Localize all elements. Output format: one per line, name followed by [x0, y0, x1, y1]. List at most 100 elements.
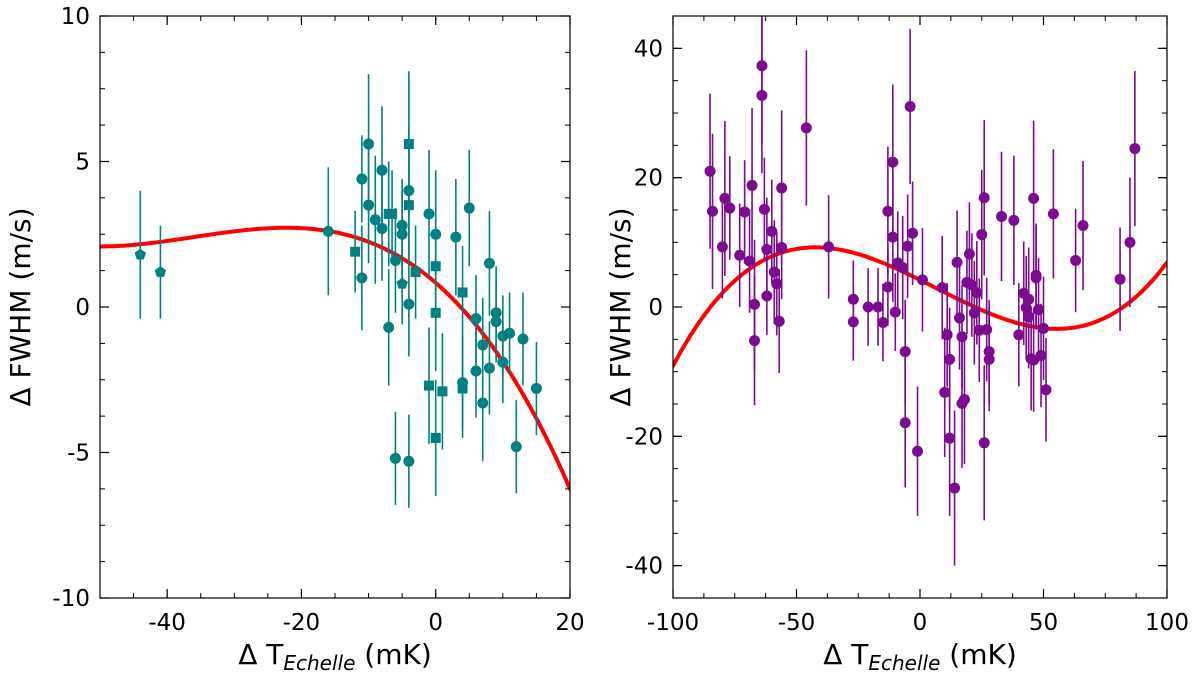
- left-data-point: [470, 313, 482, 325]
- left-data-point: [497, 356, 509, 368]
- left-data-point: [450, 231, 462, 243]
- left-y-tick-label: -10: [52, 586, 90, 612]
- right-axes-layer: -100 -50 0 50 100 -40 -20 0 20 40: [625, 15, 1189, 636]
- right-data-point: [1114, 273, 1126, 285]
- right-data-point: [978, 437, 990, 449]
- left-data-point: [437, 386, 448, 397]
- left-data-point: [376, 164, 388, 176]
- right-data-point: [719, 192, 731, 204]
- left-x-axis-label-subscript: Echelle: [283, 651, 355, 675]
- left-plot: -40 -20 0 20 -10 -5 0 5 10 Δ FWHM (m/s) Δ TEchel…: [4, 4, 585, 675]
- left-data-point: [403, 185, 415, 197]
- right-data-point: [887, 231, 899, 243]
- right-y-tick-label: 0: [648, 295, 663, 321]
- right-data-point: [1035, 350, 1047, 361]
- left-data-point: [369, 214, 381, 226]
- right-data-point: [944, 432, 956, 444]
- right-data-point: [978, 192, 990, 204]
- left-plot-frame: [99, 15, 571, 599]
- left-axes-layer: -40 -20 0 20 -10 -5 0 5 10: [52, 4, 584, 636]
- left-data-point: [363, 138, 375, 150]
- right-data-point: [899, 417, 911, 429]
- right-data-point: [862, 301, 874, 313]
- left-data-point: [517, 333, 529, 345]
- right-data-point: [951, 256, 963, 268]
- right-data-point: [872, 301, 884, 313]
- right-data-point: [756, 90, 768, 102]
- left-data-point: [387, 208, 398, 219]
- left-data-point: [363, 199, 375, 211]
- right-data-point: [761, 290, 773, 302]
- left-data-point: [403, 298, 415, 310]
- left-data-point: [389, 254, 401, 266]
- left-y-axis-label: Δ FWHM (m/s): [4, 207, 37, 406]
- right-data-point: [771, 278, 783, 290]
- left-data-point: [350, 246, 361, 257]
- right-data-point: [902, 240, 914, 252]
- right-data-point: [939, 386, 951, 398]
- right-data-point: [1077, 220, 1089, 232]
- left-data-point: [530, 382, 542, 394]
- left-data-point: [423, 208, 435, 220]
- right-x-tick-label: 0: [913, 610, 928, 636]
- right-data-point: [1070, 254, 1082, 266]
- left-data-point: [410, 267, 421, 278]
- left-data-point: [477, 397, 489, 409]
- right-data-point: [916, 274, 928, 286]
- right-data-point: [971, 287, 983, 299]
- left-x-axis-label: Δ TEchelle (mK): [238, 638, 432, 675]
- right-data-point: [1023, 311, 1035, 323]
- right-data-point: [773, 315, 785, 327]
- right-y-axis-label: Δ FWHM (m/s): [604, 207, 637, 406]
- right-data-point: [734, 249, 746, 261]
- left-data-point: [470, 365, 482, 377]
- right-x-tick-label: 100: [1145, 610, 1189, 636]
- right-data-point: [899, 346, 911, 358]
- right-data-point: [882, 281, 894, 293]
- left-data-point: [457, 383, 468, 394]
- right-data-point: [776, 182, 788, 194]
- left-data-point: [322, 225, 334, 237]
- left-data-point: [504, 327, 516, 339]
- left-y-tick-label: -5: [67, 441, 90, 467]
- right-data-point: [744, 255, 756, 267]
- right-data-point: [761, 243, 773, 255]
- left-data-point: [383, 321, 395, 333]
- right-data-point: [954, 312, 966, 324]
- left-y-tick-label: 5: [75, 150, 90, 176]
- left-data-point: [396, 228, 408, 240]
- right-data-point: [907, 227, 919, 239]
- left-x-axis-label-prefix: Δ T: [238, 638, 284, 671]
- right-data-point: [746, 179, 758, 191]
- right-x-axis-label-prefix: Δ T: [823, 638, 869, 671]
- right-data-point: [739, 206, 751, 218]
- right-data-point: [1028, 192, 1040, 204]
- right-y-tick-label: -20: [625, 424, 663, 450]
- right-data-point: [996, 210, 1008, 222]
- left-data-point: [483, 257, 495, 269]
- right-data-point: [949, 482, 961, 494]
- right-x-tick-label: -100: [647, 610, 699, 636]
- left-data-point: [396, 277, 408, 289]
- left-data-point: [356, 173, 368, 185]
- right-data-point: [936, 282, 948, 294]
- right-x-tick-label: 50: [1029, 610, 1058, 636]
- right-x-axis-label-subscript: Echelle: [868, 651, 940, 675]
- left-y-tick-label: 10: [61, 4, 90, 30]
- right-data-point: [981, 324, 993, 336]
- left-data-point: [430, 307, 441, 318]
- left-data-point: [356, 272, 368, 284]
- left-x-axis-label-suffix: (mK): [355, 638, 431, 671]
- right-x-tick-label: -50: [778, 610, 816, 636]
- right-data-point: [897, 262, 909, 274]
- left-data-point: [430, 432, 441, 443]
- right-points-layer: [704, 16, 1141, 566]
- right-data-point: [877, 317, 889, 329]
- right-data-point: [749, 335, 761, 347]
- left-data-point: [403, 455, 415, 467]
- right-data-point: [768, 266, 780, 278]
- left-data-point: [490, 316, 502, 328]
- right-data-point: [716, 241, 728, 253]
- left-y-tick-label: 0: [75, 295, 90, 321]
